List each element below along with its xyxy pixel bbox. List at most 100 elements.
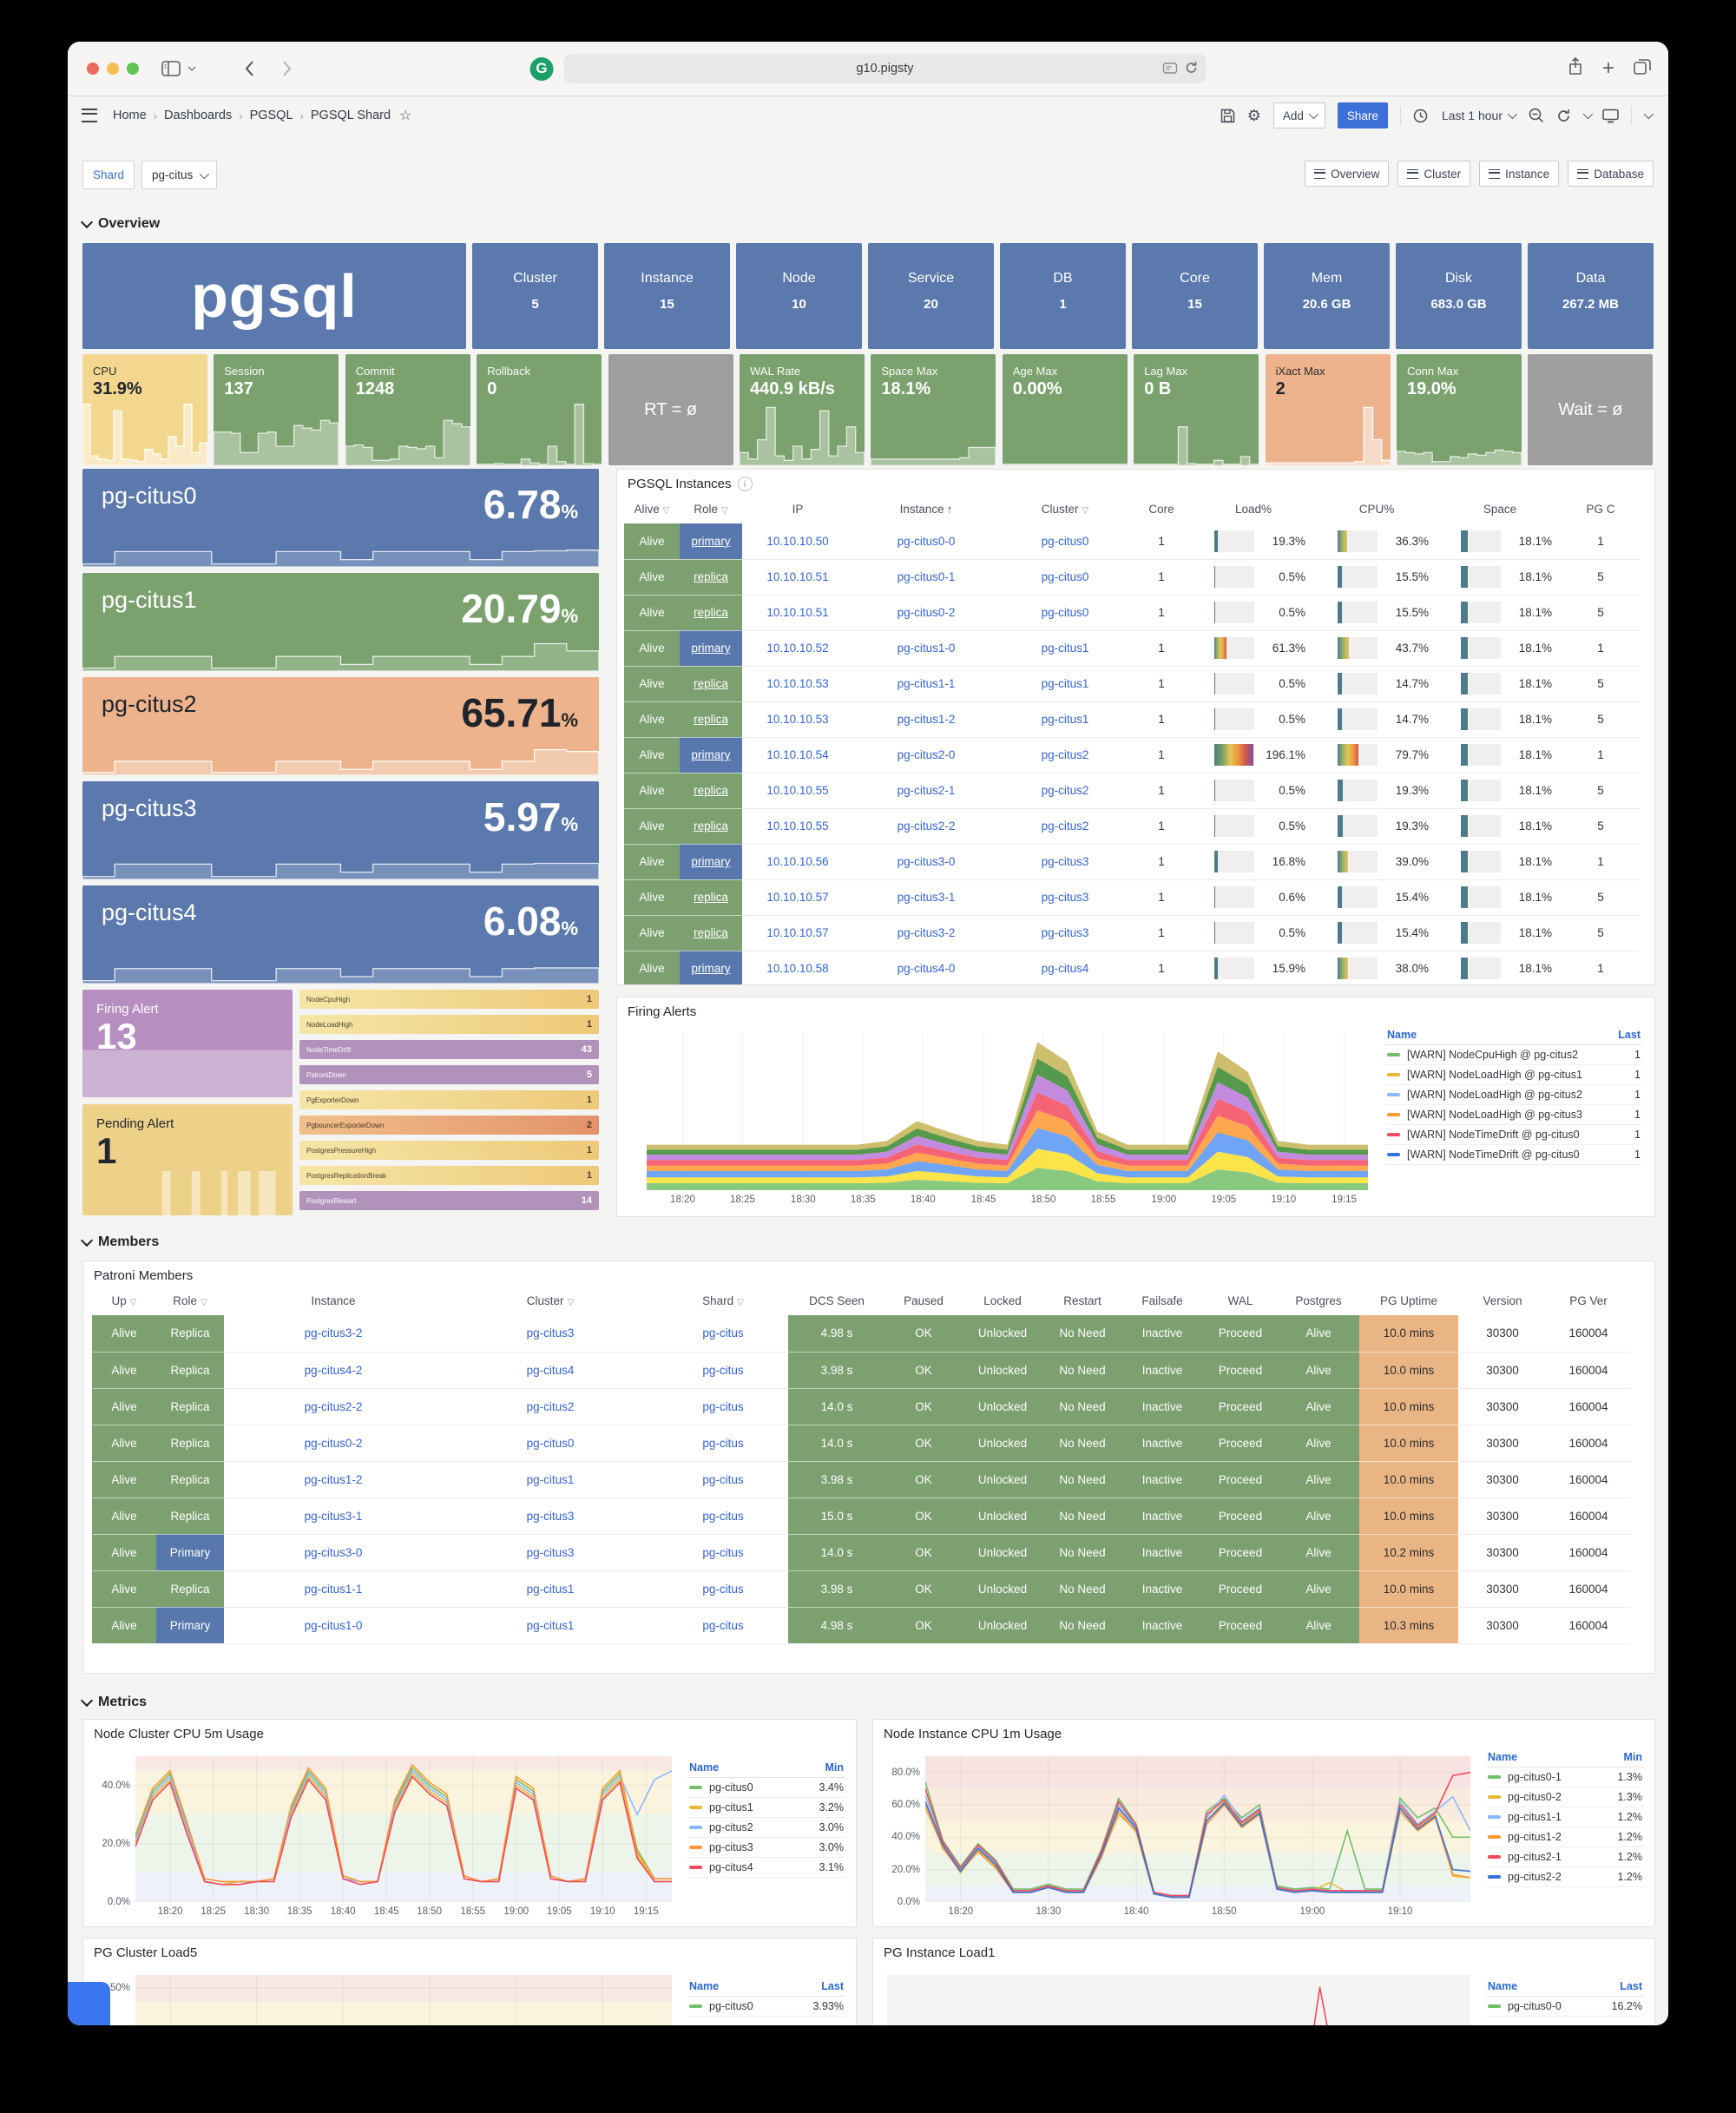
cell-ip[interactable]: 10.10.10.55: [742, 773, 853, 809]
grammarly-icon[interactable]: G: [529, 56, 554, 81]
view-button-instance[interactable]: Instance: [1479, 161, 1560, 187]
breadcrumb-item[interactable]: PGSQL Shard: [310, 109, 391, 122]
zoom-out-icon[interactable]: [1529, 108, 1544, 123]
breadcrumb-item[interactable]: Home: [113, 109, 147, 122]
legend-row[interactable]: pg-citus0 3.4%: [687, 1778, 845, 1798]
column-header[interactable]: Instance: [311, 1294, 356, 1307]
legend-col-value[interactable]: Min: [825, 1761, 844, 1774]
cell-instance[interactable]: pg-citus2-2: [224, 1388, 443, 1425]
cell-shard[interactable]: pg-citus: [658, 1461, 788, 1498]
cell-instance[interactable]: pg-citus4-0: [853, 951, 999, 984]
legend-row[interactable]: pg-citus0-0 16.2%: [1486, 1997, 1644, 2017]
filter-icon[interactable]: ▽: [201, 1298, 207, 1307]
column-header[interactable]: Up ▽: [111, 1294, 137, 1307]
cell-shard[interactable]: pg-citus: [658, 1352, 788, 1389]
stat-tile-age-max[interactable]: Age Max 0.00%: [1002, 354, 1128, 465]
cell-cluster[interactable]: pg-citus2: [999, 773, 1131, 809]
cell-instance[interactable]: pg-citus1-1: [853, 666, 999, 702]
cell-instance[interactable]: pg-citus3-0: [853, 844, 999, 880]
cell-cluster[interactable]: pg-citus1: [443, 1461, 658, 1498]
legend-col-name[interactable]: Name: [1488, 1751, 1518, 1763]
cell-cluster[interactable]: pg-citus1: [999, 701, 1131, 738]
stat-tile-space-max[interactable]: Space Max 18.1%: [871, 354, 996, 465]
cell-ip[interactable]: 10.10.10.53: [742, 701, 853, 738]
section-metrics[interactable]: Metrics: [80, 1694, 147, 1710]
cell-instance[interactable]: pg-citus1-2: [853, 701, 999, 738]
column-header[interactable]: Shard ▽: [702, 1294, 744, 1307]
new-tab-icon[interactable]: +: [1601, 56, 1614, 80]
legend-col-name[interactable]: Name: [689, 1761, 720, 1774]
view-button-cluster[interactable]: Cluster: [1397, 161, 1471, 187]
stat-tile-disk[interactable]: Disk 683.0 GB: [1396, 243, 1522, 349]
legend-row[interactable]: pg-citus1-1 1.2%: [1486, 1807, 1644, 1827]
cell-cluster[interactable]: pg-citus3: [443, 1534, 658, 1571]
cell-instance[interactable]: pg-citus0-0: [853, 523, 999, 560]
collapse-topbar-icon[interactable]: [1643, 109, 1654, 120]
cell-cluster[interactable]: pg-citus1: [999, 630, 1131, 667]
alert-bar-PgExporterDown[interactable]: PgExporterDown 1: [299, 1090, 599, 1109]
cell-cluster[interactable]: pg-citus1: [999, 666, 1131, 702]
legend-col-value[interactable]: Min: [1623, 1751, 1642, 1763]
column-header[interactable]: Cluster ▽: [1041, 503, 1089, 516]
cluster-tile-pg-citus4[interactable]: pg-citus4 6.08%: [82, 885, 599, 984]
alert-bar-PostgresRestart[interactable]: PostgresRestart 14: [299, 1191, 599, 1210]
pg-instance-load1-chart[interactable]: [880, 1975, 1470, 2025]
cell-cluster[interactable]: pg-citus4: [443, 1352, 658, 1389]
cell-ip[interactable]: 10.10.10.51: [742, 595, 853, 631]
plot-area[interactable]: [135, 1756, 672, 1902]
refresh-interval-caret-icon[interactable]: [1582, 109, 1594, 120]
cell-cluster[interactable]: pg-citus3: [443, 1498, 658, 1535]
stat-tile-node[interactable]: Node 10: [736, 243, 862, 349]
cell-cluster[interactable]: pg-citus2: [999, 737, 1131, 773]
filter-icon[interactable]: ▽: [129, 1298, 137, 1307]
filter-icon[interactable]: ▽: [1082, 506, 1089, 516]
legend-row[interactable]: pg-citus4 3.1%: [687, 1858, 845, 1878]
firing-alerts-chart[interactable]: 18:20 18:25 18:30 18:35 18:40 18:45 18:50 18:55…: [640, 1032, 1368, 1208]
stat-tile-mem[interactable]: Mem 20.6 GB: [1264, 243, 1390, 349]
cell-cluster[interactable]: pg-citus1: [443, 1570, 658, 1608]
legend-row[interactable]: pg-citus0-1 1.3%: [1486, 1767, 1644, 1787]
column-header[interactable]: DCS Seen: [809, 1294, 865, 1307]
column-header[interactable]: Paused: [904, 1294, 944, 1307]
column-header[interactable]: IP: [792, 503, 804, 516]
legend-col-value[interactable]: Last: [821, 1980, 844, 1992]
legend-row[interactable]: pg-citus3 3.0%: [687, 1838, 845, 1858]
stat-tile-session[interactable]: Session 137: [214, 354, 339, 465]
stat-tile-lag-max[interactable]: Lag Max 0 B: [1134, 354, 1259, 465]
cell-shard[interactable]: pg-citus: [658, 1498, 788, 1535]
fullscreen-window-button[interactable]: [127, 63, 139, 75]
cell-shard[interactable]: pg-citus: [658, 1607, 788, 1644]
cell-instance[interactable]: pg-citus0-1: [853, 559, 999, 596]
stat-tile-commit[interactable]: Commit 1248: [345, 354, 470, 465]
time-range-picker[interactable]: Last 1 hour: [1440, 102, 1518, 128]
save-dashboard-icon[interactable]: [1220, 109, 1235, 123]
column-header[interactable]: Locked: [983, 1294, 1022, 1307]
view-button-database[interactable]: Database: [1568, 161, 1654, 187]
sidebar-chevron-icon[interactable]: [187, 61, 196, 76]
stat-tile-conn-max[interactable]: Conn Max 19.0%: [1397, 354, 1522, 465]
legend-col-name[interactable]: Name: [1387, 1029, 1417, 1041]
cell-cluster[interactable]: pg-citus3: [443, 1315, 658, 1353]
tab-overview-icon[interactable]: [1634, 58, 1651, 79]
cell-ip[interactable]: 10.10.10.57: [742, 915, 853, 951]
tv-mode-icon[interactable]: [1602, 109, 1619, 123]
legend-col-value[interactable]: Last: [1620, 1980, 1642, 1992]
settings-gear-icon[interactable]: ⚙: [1246, 106, 1261, 124]
cell-ip[interactable]: 10.10.10.58: [742, 951, 853, 984]
minimize-window-button[interactable]: [107, 63, 119, 75]
column-header[interactable]: PG Uptime: [1379, 1294, 1438, 1307]
cluster-tile-pg-citus3[interactable]: pg-citus3 5.97%: [82, 781, 599, 879]
column-header[interactable]: Core: [1148, 503, 1174, 516]
legend-col-name[interactable]: Name: [1488, 1980, 1518, 1992]
cell-shard[interactable]: pg-citus: [658, 1534, 788, 1571]
stat-tile-wal-rate[interactable]: WAL Rate 440.9 kB/s: [740, 354, 865, 465]
pgsql-logo-tile[interactable]: pgsql: [82, 243, 466, 349]
plot-area[interactable]: [647, 1032, 1368, 1190]
cell-cluster[interactable]: pg-citus0: [443, 1425, 658, 1462]
shard-variable-select[interactable]: pg-citus: [141, 161, 218, 189]
stat-tile-core[interactable]: Core 15: [1132, 243, 1258, 349]
filter-icon[interactable]: ▽: [721, 506, 728, 516]
cell-instance[interactable]: pg-citus1-1: [224, 1570, 443, 1608]
cell-cluster[interactable]: pg-citus0: [999, 595, 1131, 631]
